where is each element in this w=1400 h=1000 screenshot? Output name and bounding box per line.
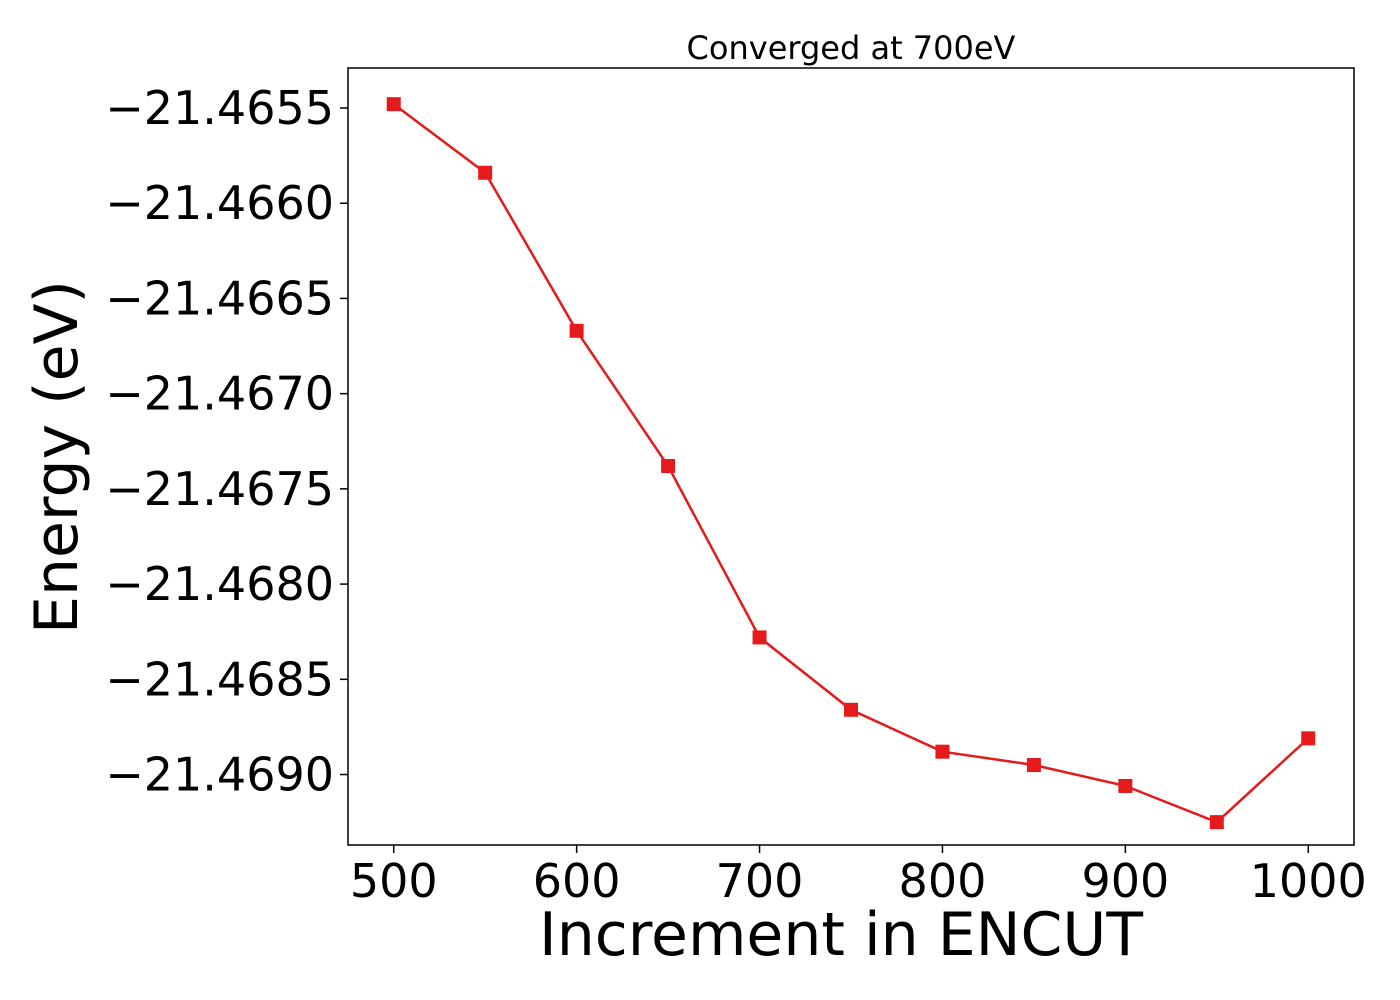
data-point	[569, 323, 584, 338]
x-tick-label: 900	[1081, 854, 1169, 908]
y-tick-label: −21.4675	[105, 462, 334, 516]
x-axis-label: Increment in ENCUT	[539, 900, 1143, 970]
y-tick-label: −21.4655	[105, 81, 334, 135]
x-tick-label: 500	[350, 854, 438, 908]
data-point	[1301, 731, 1316, 746]
data-point	[935, 744, 950, 759]
x-tick-label: 800	[899, 854, 987, 908]
data-point	[1209, 815, 1224, 830]
y-tick-label: −21.4660	[105, 176, 334, 230]
y-tick-label: −21.4665	[105, 271, 334, 325]
data-point	[1026, 758, 1041, 773]
chart-title: Converged at 700eV	[687, 29, 1016, 67]
data-point	[844, 702, 858, 717]
y-tick-label: −21.4685	[105, 652, 334, 706]
data-point	[1118, 778, 1133, 793]
data-point	[478, 165, 493, 180]
data-point	[386, 97, 401, 112]
x-tick-label: 1000	[1250, 854, 1367, 908]
x-tick-label: 600	[533, 854, 621, 908]
y-tick-label: −21.4690	[105, 748, 334, 802]
data-point	[661, 459, 676, 474]
y-tick-label: −21.4680	[105, 557, 334, 611]
y-axis-label: Energy (eV)	[22, 280, 92, 634]
x-tick-label: 700	[716, 854, 804, 908]
plot-frame	[347, 67, 1355, 846]
plot-area: 500 600 700 800 900 1000 −21.4655 −21.4660 −21.4…	[105, 67, 1367, 908]
y-tick-label: −21.4670	[105, 367, 334, 421]
data-point	[752, 630, 767, 645]
